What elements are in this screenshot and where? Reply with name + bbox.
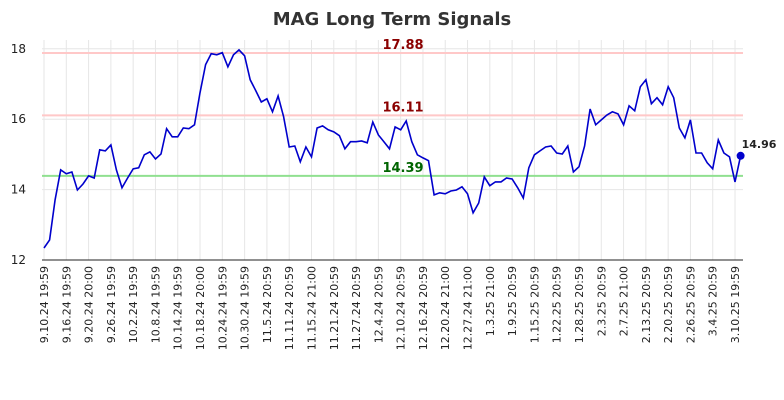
x-tick-label: 1.22.25 20:59 [551,266,564,343]
x-tick-label: 11.21.24 20:59 [328,266,341,350]
x-tick-label: 2.3.25 20:59 [595,266,608,336]
x-tick-label: 1.15.25 20:59 [528,266,541,343]
x-tick-label: 3.10.25 19:59 [729,266,742,343]
x-tick-label: 10.24.24 19:59 [216,266,229,350]
x-tick-label: 12.10.24 20:59 [395,266,408,350]
last-value-label: 14.96 [742,138,777,151]
x-tick-label: 9.16.24 19:59 [60,266,73,343]
chart-title: MAG Long Term Signals [273,9,512,30]
x-tick-label: 9.20.24 20:00 [83,266,96,343]
x-tick-label: 1.3.25 21:00 [484,266,497,336]
data-line [43,48,742,249]
x-tick-label: 10.30.24 19:59 [239,266,252,350]
x-tick-label: 2.20.25 20:59 [662,266,675,343]
x-tick-label: 11.15.24 21:00 [305,266,318,350]
reference-label: 17.88 [382,38,423,53]
x-tick-label: 9.10.24 19:59 [38,266,51,343]
x-tick-label: 10.2.24 19:59 [127,266,140,343]
reference-label: 14.39 [382,161,423,176]
y-tick-label: 16 [11,112,26,126]
x-tick-label: 12.16.24 20:59 [417,266,430,350]
x-tick-label: 2.26.25 20:59 [684,266,697,343]
x-tick-label: 1.28.25 20:59 [573,266,586,343]
x-tick-label: 11.11.24 20:59 [283,266,296,350]
x-tick-label: 9.26.24 19:59 [105,266,118,343]
y-tick-label: 18 [11,42,26,56]
x-tick-label: 1.9.25 20:59 [506,266,519,336]
reference-label: 16.11 [382,100,423,115]
x-tick-label: 11.27.24 20:59 [350,266,363,350]
y-tick-label: 14 [11,183,26,197]
x-tick-label: 11.5.24 20:59 [261,266,274,343]
x-tick-label: 12.27.24 21:00 [462,266,475,350]
x-tick-label: 12.20.24 21:00 [439,266,452,350]
x-tick-label: 2.7.25 21:00 [618,266,631,336]
x-tick-label: 3.4.25 20:59 [707,266,720,336]
x-tick-label: 10.14.24 19:59 [172,266,185,350]
x-tick-label: 2.13.25 20:59 [640,266,653,343]
y-tick-label: 12 [11,253,26,267]
x-tick-label: 10.18.24 20:00 [194,266,207,350]
x-tick-label: 12.4.24 20:59 [372,266,385,343]
x-tick-label: 10.8.24 19:59 [149,266,162,343]
last-point [736,151,745,160]
